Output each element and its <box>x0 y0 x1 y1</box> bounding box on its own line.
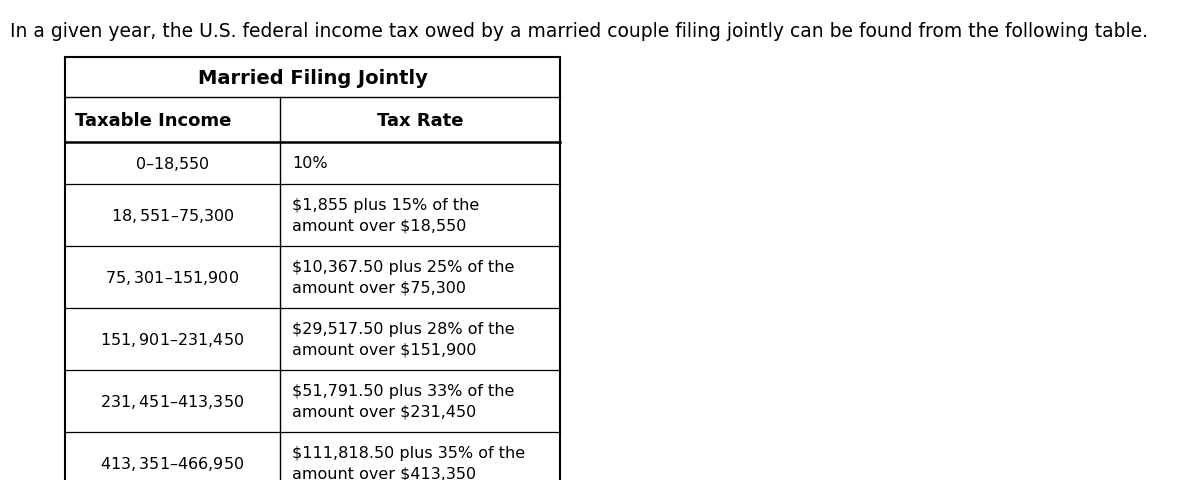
Text: $51,791.50 plus 33% of the
amount over $231,450: $51,791.50 plus 33% of the amount over $… <box>292 383 515 419</box>
Text: Taxable Income: Taxable Income <box>74 111 232 129</box>
Text: In a given year, the U.S. federal income tax owed by a married couple filing joi: In a given year, the U.S. federal income… <box>10 22 1148 41</box>
Text: $0–$18,550: $0–$18,550 <box>134 155 210 173</box>
Text: $29,517.50 plus 28% of the
amount over $151,900: $29,517.50 plus 28% of the amount over $… <box>292 321 515 357</box>
Text: Tax Rate: Tax Rate <box>377 111 463 129</box>
Text: $151,901–$231,450: $151,901–$231,450 <box>101 330 245 348</box>
Text: 10%: 10% <box>292 156 328 171</box>
Text: $75,301–$151,900: $75,301–$151,900 <box>106 268 240 287</box>
Text: $10,367.50 plus 25% of the
amount over $75,300: $10,367.50 plus 25% of the amount over $… <box>292 260 515 295</box>
Text: $111,818.50 plus 35% of the
amount over $413,350: $111,818.50 plus 35% of the amount over … <box>292 445 526 480</box>
Text: $1,855 plus 15% of the
amount over $18,550: $1,855 plus 15% of the amount over $18,5… <box>292 198 479 233</box>
Text: $231,451–$413,350: $231,451–$413,350 <box>101 392 245 410</box>
Text: Married Filing Jointly: Married Filing Jointly <box>198 68 427 87</box>
Text: $413,351–$466,950: $413,351–$466,950 <box>101 454 245 472</box>
Text: $18,551–$75,300: $18,551–$75,300 <box>110 206 234 225</box>
